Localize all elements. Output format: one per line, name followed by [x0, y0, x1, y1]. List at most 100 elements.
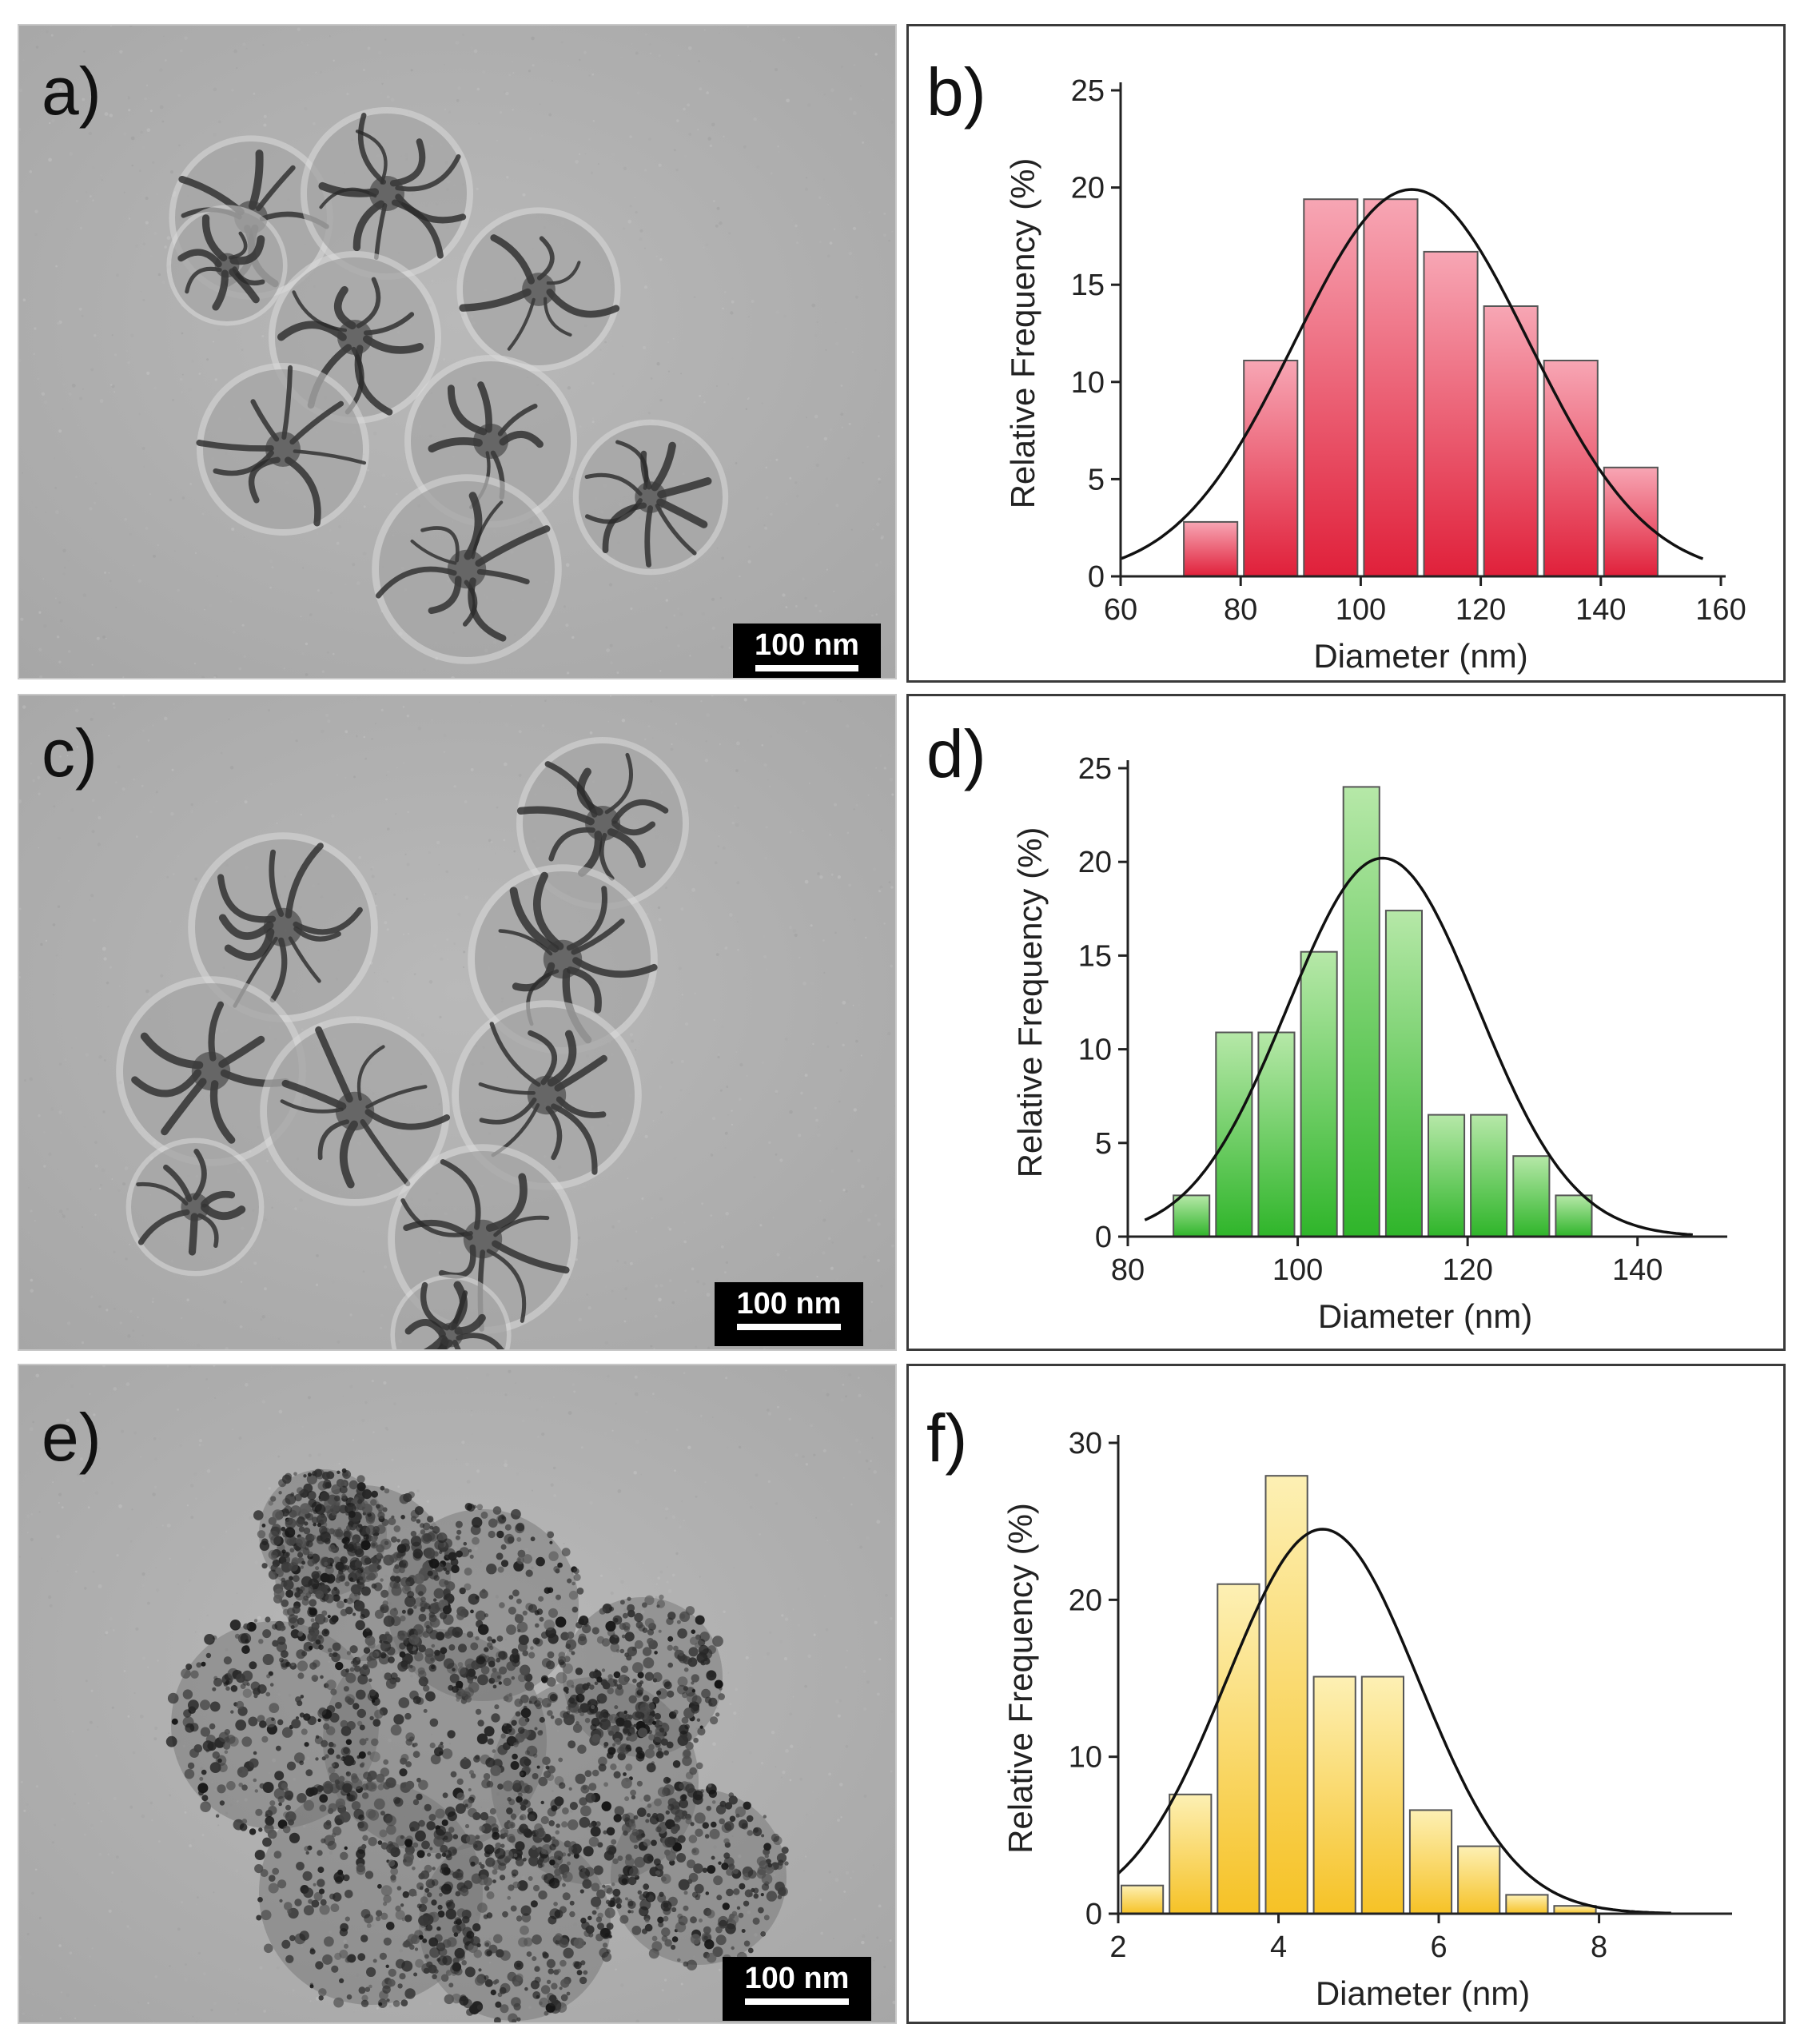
y-tick-label: 15 [1071, 269, 1105, 302]
histogram-bar [1603, 466, 1659, 577]
y-tick-label: 20 [1071, 172, 1105, 205]
histogram-bar [1470, 1114, 1508, 1237]
x-tick-label: 2 [1109, 1930, 1126, 1964]
scale-bar-line-a [755, 665, 858, 671]
x-tick-label: 140 [1575, 593, 1626, 627]
x-tick-label: 140 [1612, 1253, 1663, 1287]
tem-panel-c: c) 100 nm [18, 694, 897, 1351]
tem-image-e [19, 1365, 895, 2022]
histogram-b: 0 5 10 15 20 25 60 80 100 120 140 160 Diameter (nm) R… [1004, 74, 1746, 675]
histogram-bar [1505, 1894, 1549, 1915]
x-axis-label: Diameter (nm) [1313, 637, 1527, 675]
x-tick-label: 6 [1430, 1930, 1447, 1964]
y-ticks: 0 5 10 15 20 25 [1071, 74, 1121, 594]
scale-bar-a: 100 nm [733, 624, 881, 678]
gaussian-fit-curve [1117, 1528, 1671, 1915]
panel-label-c: c) [42, 715, 98, 791]
panel-label-a: a) [42, 54, 102, 129]
histogram-f: 0 10 20 30 2 4 6 8 Diameter (nm) Relative Frequen… [1002, 1427, 1732, 2012]
histogram-bar [1215, 1031, 1253, 1237]
histogram-bar [1483, 305, 1539, 577]
scale-bar-e: 100 nm [723, 1957, 871, 2021]
histogram-bars [1183, 198, 1659, 578]
x-tick-label: 80 [1111, 1253, 1145, 1287]
nanoflower-cluster [166, 107, 729, 664]
histogram-bar [1457, 1845, 1501, 1915]
scale-bar-label-c: 100 nm [736, 1287, 842, 1321]
tem-panel-e: e) 100 nm [18, 1364, 897, 2024]
gaussian-fit-curve [1120, 188, 1704, 560]
histogram-bar [1543, 360, 1599, 577]
histogram-bars [1173, 786, 1593, 1238]
y-axis-label: Relative Frequency (%) [1002, 1503, 1039, 1854]
y-tick-label: 10 [1078, 1034, 1112, 1067]
scale-bar-label-a: 100 nm [755, 628, 859, 662]
histogram-bar [1173, 1194, 1211, 1238]
nanoparticle-aggregate [165, 1468, 789, 2022]
histogram-bar [1363, 198, 1419, 577]
y-tick-label: 0 [1085, 1898, 1102, 1931]
histogram-bar [1423, 250, 1479, 577]
histogram-bar [1169, 1793, 1213, 1915]
x-tick-label: 120 [1456, 593, 1506, 627]
y-tick-label: 15 [1078, 939, 1112, 973]
y-tick-label: 20 [1069, 1584, 1102, 1617]
scale-bar-line-c [737, 1324, 841, 1330]
x-tick-label: 8 [1591, 1930, 1607, 1964]
histogram-bar [1342, 786, 1380, 1237]
histogram-bar [1121, 1884, 1165, 1915]
y-tick-label: 10 [1071, 366, 1105, 400]
gaussian-fit-curve [1144, 856, 1693, 1237]
histogram-d: 0 5 10 15 20 25 80 100 120 140 Diameter (nm) Relati… [1011, 752, 1727, 1335]
chart-panel-d: 0 5 10 15 20 25 80 100 120 140 Diameter (nm) Relati… [906, 694, 1786, 1351]
x-tick-label: 100 [1272, 1253, 1323, 1287]
x-axis-label: Diameter (nm) [1316, 1974, 1530, 2012]
y-axis-label: Relative Frequency (%) [1011, 827, 1049, 1178]
tem-image-a [19, 26, 895, 678]
y-ticks: 0 10 20 30 [1069, 1427, 1118, 1931]
scale-bar-c: 100 nm [715, 1282, 863, 1346]
y-tick-label: 0 [1088, 560, 1105, 594]
y-tick-label: 25 [1078, 752, 1112, 786]
x-ticks: 80 100 120 140 [1111, 1237, 1663, 1287]
y-ticks: 0 5 10 15 20 25 [1078, 752, 1128, 1254]
y-tick-label: 5 [1088, 463, 1105, 496]
tem-image-c [19, 695, 895, 1349]
y-tick-label: 20 [1078, 846, 1112, 879]
scale-bar-label-e: 100 nm [744, 1962, 850, 1995]
histogram-bar [1217, 1583, 1260, 1915]
histogram-bar [1384, 910, 1424, 1237]
x-ticks: 60 80 100 120 140 160 [1104, 576, 1746, 627]
y-tick-label: 25 [1071, 74, 1105, 108]
histogram-bar [1555, 1194, 1593, 1238]
histogram-bar [1183, 520, 1239, 578]
scale-bar-line-e [745, 1998, 849, 2005]
histogram-bars [1121, 1475, 1597, 1915]
x-tick-label: 80 [1224, 593, 1257, 627]
chart-panel-b: 0 5 10 15 20 25 60 80 100 120 140 160 Diameter (nm) R… [906, 24, 1786, 683]
x-tick-label: 4 [1270, 1930, 1287, 1964]
x-tick-label: 100 [1336, 593, 1386, 627]
y-tick-label: 5 [1095, 1127, 1112, 1161]
x-axis-label: Diameter (nm) [1318, 1297, 1532, 1335]
y-axis-label: Relative Frequency (%) [1004, 158, 1041, 509]
panel-label-d: d) [926, 716, 986, 791]
y-tick-label: 0 [1095, 1221, 1112, 1254]
histogram-bar [1428, 1114, 1466, 1237]
y-tick-label: 30 [1069, 1427, 1102, 1460]
panel-label-e: e) [42, 1400, 102, 1475]
x-tick-label: 160 [1695, 593, 1746, 627]
histogram-bar [1408, 1809, 1453, 1915]
x-tick-label: 60 [1104, 593, 1137, 627]
histogram-bar [1312, 1675, 1356, 1915]
panel-label-b: b) [926, 54, 986, 129]
panel-label-f: f) [926, 1401, 968, 1476]
histogram-bar [1303, 198, 1359, 577]
histogram-bar [1512, 1155, 1551, 1238]
tem-panel-a: a) 100 nm [18, 24, 897, 679]
x-tick-label: 120 [1442, 1253, 1492, 1287]
nanoflower-cluster [116, 737, 689, 1349]
x-ticks: 2 4 6 8 [1109, 1914, 1607, 1964]
histogram-bar [1360, 1675, 1404, 1915]
histogram-bar [1300, 950, 1338, 1237]
